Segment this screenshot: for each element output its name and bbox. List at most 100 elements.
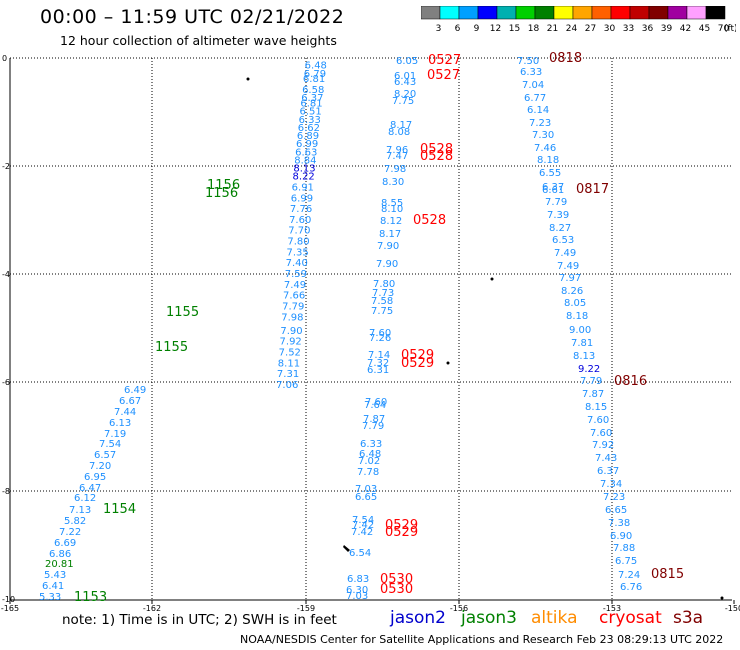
wave-height-label: 7.31 (277, 369, 299, 380)
x-tick-label: -159 (297, 604, 315, 613)
wave-height-label: 7.19 (104, 429, 126, 440)
wave-height-label: 8.27 (549, 223, 571, 234)
colorbar-tick-label: 45 (699, 24, 710, 34)
wave-height-label: 6.05 (396, 56, 418, 67)
time-label: 1155 (155, 340, 188, 355)
wave-height-label: 7.90 (280, 326, 302, 337)
wave-height-label: 7.30 (532, 130, 554, 141)
wave-height-label: 8.55 (381, 198, 403, 209)
y-tick-label: 0 (2, 54, 7, 63)
wave-height-label: 8.13 (293, 163, 315, 174)
wave-height-label: 7.96 (386, 145, 408, 156)
satellite-legend-jason3: jason3 (461, 608, 517, 628)
wave-height-label: 7.26 (369, 333, 391, 344)
wave-height-label: 6.30 (346, 585, 368, 596)
wave-height-label: 8.26 (561, 286, 583, 297)
page-title: 00:00 – 11:59 UTC 02/21/2022 (40, 6, 345, 28)
wave-height-label: 6.47 (79, 483, 101, 494)
wave-height-label: 7.34 (600, 479, 622, 490)
wave-height-label: 6.58 (302, 85, 324, 96)
wave-height-label: 7.81 (571, 338, 593, 349)
wave-height-label: 6.43 (394, 77, 416, 88)
wave-height-label: 7.52 (279, 347, 301, 358)
satellite-legend-jason2: jason2 (390, 608, 446, 628)
colorbar-tick-label: 33 (623, 24, 634, 34)
colorbar-tick-label: 36 (642, 24, 654, 34)
wave-height-label: 8.15 (585, 402, 607, 413)
time-label: 0817 (576, 182, 609, 197)
wave-height-label: 6.33 (299, 115, 321, 126)
wave-height-label: 6.65 (605, 505, 627, 516)
colorbar-tick-label: 39 (661, 24, 673, 34)
wave-height-label: 6.37 (597, 466, 619, 477)
wave-height-label: 8.17 (390, 120, 412, 131)
x-tick-label: -150 (725, 604, 740, 613)
wave-height-label: 7.60 (587, 415, 609, 426)
wave-height-label: 8.08 (388, 127, 410, 138)
page-subtitle: 12 hour collection of altimeter wave hei… (60, 33, 337, 48)
wave-height-label: 6.65 (355, 492, 377, 503)
wave-height-label: 6.55 (539, 168, 561, 179)
time-label: 0816 (614, 374, 647, 389)
colorbar-tick-label: 9 (474, 24, 480, 34)
wave-height-label: 8.11 (278, 358, 300, 369)
wave-height-label: 8.10 (381, 204, 403, 215)
wave-height-label: 7.60 (590, 428, 612, 439)
wave-height-label: 7.44 (114, 407, 136, 418)
wave-height-label: 7.42 (351, 527, 373, 538)
wave-height-label: 6.99 (296, 139, 318, 150)
wave-height-label: 6.49 (124, 385, 146, 396)
colorbar-tick-label: 21 (547, 24, 558, 34)
island-marker (720, 596, 724, 600)
colorbar-tick-label: 70 (718, 24, 730, 34)
time-label: 0528 (413, 213, 446, 228)
time-label: 1153 (74, 590, 107, 605)
colorbar-tick-label: 15 (509, 24, 520, 34)
time-label: 1154 (103, 502, 136, 517)
wave-height-label: 6.37 (542, 182, 564, 193)
colorbar-unit: (ft) (724, 24, 736, 34)
wave-height-label: 7.70 (288, 226, 310, 237)
wave-height-label: 6.14 (527, 105, 549, 116)
island-marker (343, 545, 350, 552)
wave-height-label: 9.00 (569, 325, 591, 336)
wave-height-label: 7.92 (280, 337, 302, 348)
time-label: 0529 (385, 525, 418, 540)
wave-height-label: 5.43 (44, 570, 66, 581)
wave-height-label: 7.14 (368, 350, 390, 361)
wave-height-label: 7.76 (290, 204, 312, 215)
time-label: 1156 (205, 186, 238, 201)
wave-height-label: 7.23 (603, 492, 625, 503)
colorbar-tick-label: 6 (455, 24, 461, 34)
wave-height-label: 7.64 (364, 400, 386, 411)
colorbar-swatch (705, 6, 726, 20)
wave-height-label: 7.97 (559, 273, 581, 284)
wave-height-label: 6.48 (305, 61, 327, 72)
wave-height-label: 7.49 (554, 248, 576, 259)
wave-height-label: 7.80 (287, 237, 309, 248)
wave-height-label: 7.60 (365, 397, 387, 408)
time-label: 0528 (420, 142, 453, 157)
wave-height-label: 7.98 (281, 312, 303, 323)
satellite-legend-cryosat: cryosat (599, 608, 662, 628)
wave-height-label: 6.01 (394, 71, 416, 82)
wave-height-label: 5.82 (64, 516, 86, 527)
wave-height-label: 7.49 (284, 280, 306, 291)
x-tick-label: -162 (143, 604, 161, 613)
wave-height-label: 8.18 (566, 311, 588, 322)
y-tick-label: -10 (2, 595, 15, 604)
wave-height-label: 7.02 (358, 456, 380, 467)
island-marker (246, 77, 250, 81)
satellite-legend-s3a: s3a (673, 608, 704, 628)
wave-height-label: 7.38 (608, 518, 630, 529)
wave-height-label: 8.84 (294, 155, 316, 166)
colorbar-tick-label: 12 (490, 24, 501, 34)
wave-height-label: 7.49 (557, 261, 579, 272)
wave-height-label: 7.42 (352, 520, 374, 531)
wave-height-label: 7.54 (352, 515, 374, 526)
y-tick-label: -4 (2, 270, 10, 279)
wave-height-label: 6.13 (109, 418, 131, 429)
time-label: 0818 (549, 51, 582, 66)
wave-height-label: 7.03 (346, 591, 368, 602)
